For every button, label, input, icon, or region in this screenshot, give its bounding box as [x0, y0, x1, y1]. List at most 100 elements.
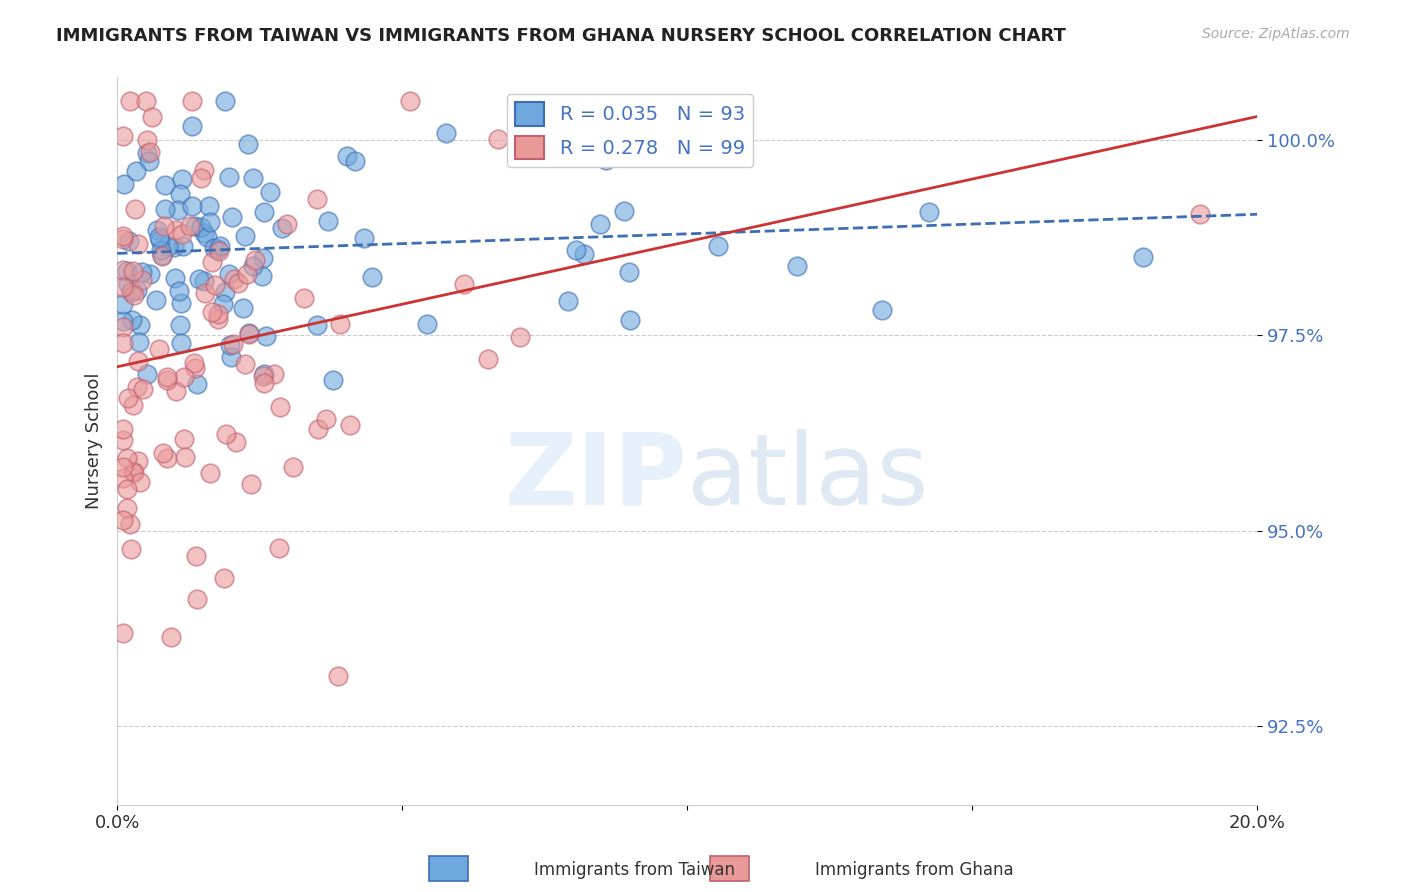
Point [125, 164, 148, 178]
Point [183, 356, 205, 370]
Point [127, 354, 149, 368]
Point [232, 301, 254, 316]
Point [173, 433, 195, 447]
Point [127, 380, 149, 394]
Point [148, 230, 170, 244]
Point [135, 94, 157, 108]
Point [111, 471, 134, 485]
Point [112, 177, 135, 191]
Point [167, 285, 190, 299]
Point [121, 312, 143, 326]
Point [124, 202, 146, 216]
Point [250, 269, 273, 284]
Point [214, 94, 236, 108]
Text: Immigrants from Ghana: Immigrants from Ghana [815, 861, 1014, 879]
Point [204, 277, 226, 292]
Legend: R = 0.035   N = 93, R = 0.278   N = 99: R = 0.035 N = 93, R = 0.278 N = 99 [508, 95, 752, 167]
Point [252, 251, 274, 265]
Point [131, 273, 153, 287]
Point [120, 285, 142, 299]
Point [111, 513, 134, 527]
Point [160, 630, 183, 644]
Point [233, 357, 256, 371]
Point [127, 454, 149, 468]
Point [117, 277, 139, 291]
Point [343, 154, 366, 169]
Point [111, 129, 134, 144]
Point [201, 255, 224, 269]
Point [619, 313, 641, 327]
Point [122, 398, 145, 412]
Point [170, 296, 193, 310]
Point [125, 284, 148, 298]
Point [157, 239, 180, 253]
Text: atlas: atlas [688, 429, 929, 526]
Point [153, 219, 176, 233]
Point [165, 384, 187, 399]
Point [149, 243, 172, 257]
Text: Source: ZipAtlas.com: Source: ZipAtlas.com [1202, 27, 1350, 41]
Point [193, 274, 215, 288]
Point [572, 247, 595, 261]
Point [315, 411, 337, 425]
Text: Immigrants from Taiwan: Immigrants from Taiwan [534, 861, 735, 879]
Point [167, 203, 190, 218]
Point [169, 318, 191, 332]
Point [224, 272, 246, 286]
Point [111, 460, 134, 475]
Point [139, 267, 162, 281]
Point [233, 228, 256, 243]
Point [326, 669, 349, 683]
Point [186, 549, 208, 563]
Point [174, 450, 197, 465]
Point [253, 205, 276, 219]
Point [339, 417, 361, 432]
Point [153, 202, 176, 217]
Point [141, 110, 163, 124]
Point [557, 293, 579, 308]
Point [169, 335, 191, 350]
Point [135, 146, 157, 161]
Point [253, 367, 276, 381]
Point [139, 145, 162, 159]
Point [180, 94, 202, 108]
Point [335, 148, 357, 162]
Point [181, 199, 204, 213]
Point [617, 265, 640, 279]
Point [172, 227, 194, 241]
Point [228, 276, 250, 290]
Point [305, 318, 328, 333]
Point [129, 318, 152, 332]
Point [117, 391, 139, 405]
Point [198, 215, 221, 229]
Point [115, 482, 138, 496]
Point [173, 369, 195, 384]
Point [111, 262, 134, 277]
Point [179, 219, 201, 233]
Point [122, 466, 145, 480]
Point [1189, 207, 1212, 221]
Point [111, 625, 134, 640]
Point [238, 326, 260, 340]
Point [242, 171, 264, 186]
Point [146, 223, 169, 237]
Point [307, 422, 329, 436]
Point [187, 272, 209, 286]
Point [128, 335, 150, 350]
Point [416, 318, 439, 332]
Point [181, 120, 204, 134]
Point [121, 284, 143, 298]
Point [195, 229, 218, 244]
Point [1132, 250, 1154, 264]
Point [316, 214, 339, 228]
Point [111, 314, 134, 328]
Text: ZIP: ZIP [505, 429, 688, 526]
Point [218, 267, 240, 281]
Point [111, 296, 134, 310]
Point [292, 291, 315, 305]
Point [122, 465, 145, 479]
Point [434, 126, 457, 140]
Point [201, 304, 224, 318]
Point [322, 373, 344, 387]
Point [115, 500, 138, 515]
